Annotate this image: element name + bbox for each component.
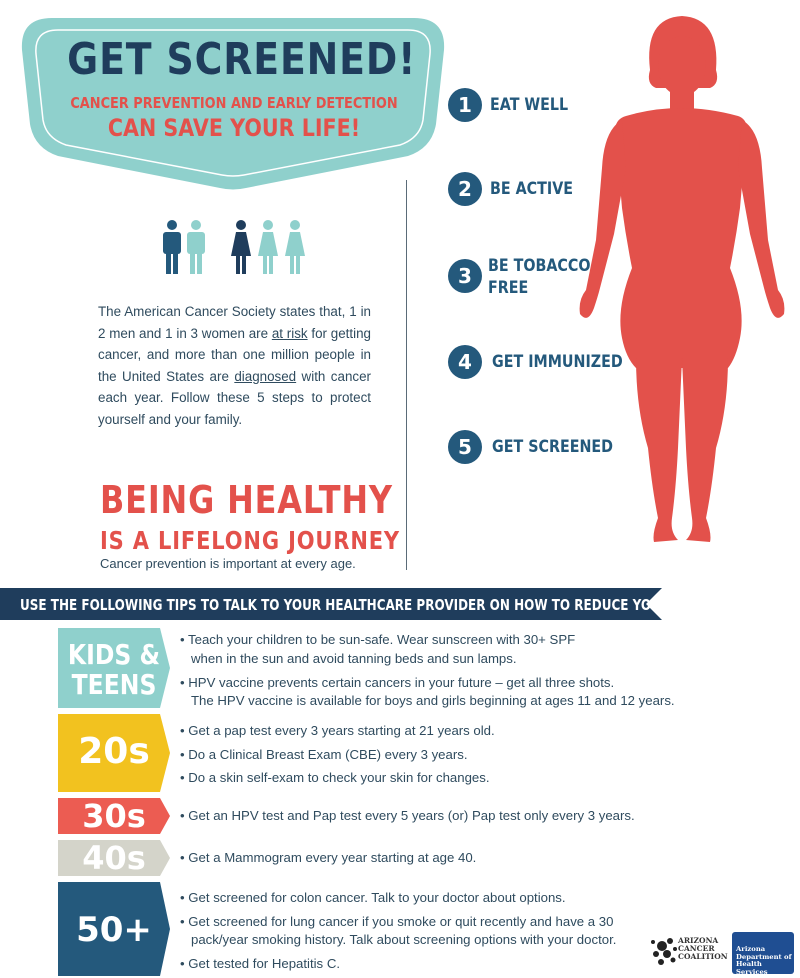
step-label-line-2: FREE [488,278,529,298]
fifties-tip-2: • Get screened for lung cancer if you sm… [180,914,614,929]
header-badge [21,18,445,190]
fifties-tip-1: • Get screened for colon cancer. Talk to… [180,890,566,905]
twenties-label: 20s [78,731,150,772]
female-silhouette [579,16,785,542]
twenties-tip-2: • Do a Clinical Breast Exam (CBE) every … [180,747,468,762]
step-label: BE ACTIVE [490,179,574,199]
twenties-tip-3: • Do a skin self-exam to check your skin… [180,770,490,785]
being-healthy-heading: BEING HEALTHY [100,478,393,522]
step-label: BE TOBACCO- FREE [488,255,597,299]
step-label: GET SCREENED [492,437,614,457]
woman-icon [231,220,251,274]
fifties-tip-2-cont: pack/year smoking history. Talk about sc… [191,932,617,947]
twenties-tip-1: • Get a pap test every 3 years starting … [180,723,495,738]
tips-banner [0,588,662,620]
woman-icon [258,220,278,274]
kids-tip-1-cont: when in the sun and avoid tanning beds a… [191,651,517,666]
tips-banner-text: USE THE FOLLOWING TIPS TO TALK TO YOUR H… [20,596,765,614]
acc-line-3: COALITION [678,952,728,961]
adhs-line-3: Health Services [736,960,768,976]
woman-icon [285,220,305,274]
subtitle-line-2: CAN SAVE YOUR LIFE! [107,114,361,142]
kids-label-line-1: KIDS & [67,638,161,671]
kids-teens-label: KIDS & TEENS [58,640,170,700]
kids-tip-1: • Teach your children to be sun-safe. We… [180,632,576,647]
adhs-logo [732,932,794,974]
intro-text-2: for getting cancer, and more than one mi… [98,325,371,384]
twenties-tab [58,714,170,792]
adhs-line-1: Arizona [736,945,766,953]
vertical-divider [406,180,407,570]
fifties-tab [58,882,170,976]
acc-line-1: ARIZONA [678,936,719,945]
intro-paragraph: The American Cancer Society states that,… [98,301,371,431]
kids-label-line-2: TEENS [71,668,157,701]
intro-text-1: The American Cancer Society states that,… [98,304,371,341]
forties-tip-1: • Get a Mammogram every year starting at… [180,850,477,865]
step-number: 2 [448,172,482,206]
at-risk-link[interactable]: at risk [271,325,308,341]
thirties-tip-1: • Get an HPV test and Pap test every 5 y… [180,808,635,823]
adhs-logo-text: Arizona Department of Health Services [736,945,792,976]
acc-line-2: CANCER [678,944,715,953]
kids-tip-2-cont: The HPV vaccine is available for boys an… [191,693,675,708]
subtitle-line-1: CANCER PREVENTION AND EARLY DETECTION [70,94,398,112]
step-number: 3 [448,259,482,293]
acc-logo-text: ARIZONA CANCER COALITION [678,937,728,961]
forties-label: 40s [82,839,146,877]
step-number: 5 [448,430,482,464]
kids-teens-tab [58,628,170,708]
forties-tab [58,840,170,876]
thirties-label: 30s [82,797,146,835]
step-label: EAT WELL [490,95,569,115]
intro-text-3: with cancer each year. Follow these 5 st… [98,368,371,427]
page-title: GET SCREENED! [67,34,417,85]
thirties-tab [58,798,170,834]
man-icon [163,220,181,274]
adhs-line-2: Department of [736,952,792,961]
step-number: 1 [448,88,482,122]
arizona-cancer-coalition-logo [651,938,677,965]
step-number: 4 [448,345,482,379]
prevention-note: Cancer prevention is important at every … [100,556,356,571]
diagnosed-link[interactable]: diagnosed [234,368,297,384]
man-icon [187,220,205,274]
fifties-label: 50+ [76,910,152,950]
lifelong-journey-heading: IS A LIFELONG JOURNEY [100,526,400,555]
fifties-tip-3: • Get tested for Hepatitis C. [180,956,341,971]
kids-tip-2: • HPV vaccine prevents certain cancers i… [180,675,615,690]
step-label-line-1: BE TOBACCO- [488,256,597,276]
step-label: GET IMMUNIZED [492,352,623,372]
